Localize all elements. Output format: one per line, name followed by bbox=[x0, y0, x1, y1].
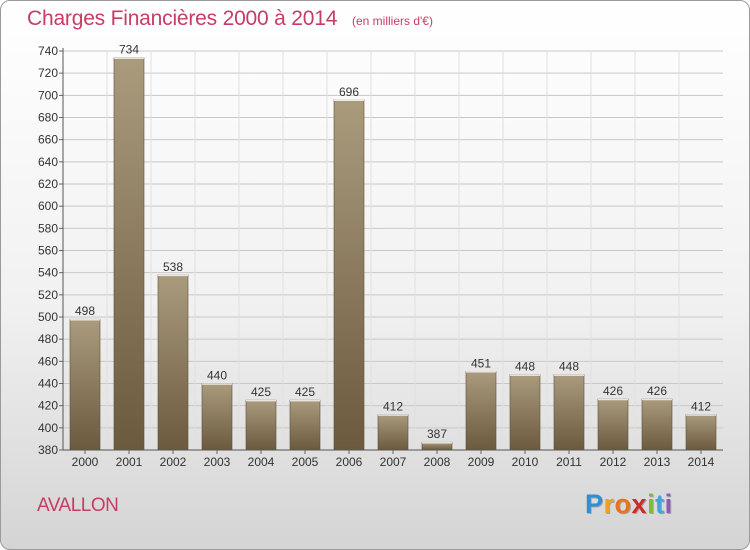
x-tick-label: 2008 bbox=[424, 455, 451, 469]
bar-value-label: 426 bbox=[647, 384, 667, 398]
logo-letter: o bbox=[614, 489, 632, 519]
y-tick-label: 400 bbox=[38, 421, 58, 435]
bar bbox=[245, 399, 277, 451]
bar bbox=[333, 99, 365, 451]
x-tick-label: 2014 bbox=[688, 455, 715, 469]
x-tick-label: 2004 bbox=[248, 455, 275, 469]
y-tick-label: 580 bbox=[38, 221, 58, 235]
y-tick-label: 500 bbox=[38, 310, 58, 324]
bar bbox=[157, 274, 189, 451]
logo-letter: P bbox=[585, 489, 604, 519]
logo-letter: i bbox=[664, 489, 673, 519]
bar bbox=[113, 57, 145, 451]
y-tick-label: 740 bbox=[38, 44, 58, 58]
y-tick-label: 660 bbox=[38, 133, 58, 147]
y-tick-label: 720 bbox=[38, 66, 58, 80]
logo-letter: t bbox=[655, 489, 665, 519]
bar bbox=[377, 414, 409, 451]
y-tick-label: 620 bbox=[38, 177, 58, 191]
y-tick-label: 380 bbox=[38, 443, 58, 457]
x-tick-label: 2010 bbox=[512, 455, 539, 469]
bar bbox=[69, 318, 101, 451]
logo-letter: r bbox=[603, 489, 615, 519]
x-tick-label: 2011 bbox=[556, 455, 582, 469]
x-tick-label: 2012 bbox=[600, 455, 627, 469]
logo-letter: x bbox=[631, 489, 648, 519]
y-tick-label: 680 bbox=[38, 111, 58, 125]
y-tick-label: 520 bbox=[38, 288, 58, 302]
bar bbox=[465, 371, 497, 451]
x-tick-label: 2006 bbox=[336, 455, 363, 469]
x-tick-label: 2000 bbox=[72, 455, 99, 469]
y-tick-label: 460 bbox=[38, 354, 58, 368]
y-tick-label: 480 bbox=[38, 332, 58, 346]
bar-value-label: 426 bbox=[603, 384, 623, 398]
bar-value-label: 412 bbox=[691, 400, 711, 414]
y-tick-label: 600 bbox=[38, 199, 58, 213]
chart-subtitle: (en milliers d'€) bbox=[352, 14, 433, 28]
axes: 380 400 420 440 460 480 500 520 540 560 580 600 620 6… bbox=[38, 44, 723, 469]
x-tick-label: 2001 bbox=[116, 455, 143, 469]
bar bbox=[641, 398, 673, 451]
bar bbox=[201, 383, 233, 451]
x-tick-label: 2002 bbox=[160, 455, 187, 469]
x-tick-label: 2013 bbox=[644, 455, 671, 469]
bar-value-label: 412 bbox=[383, 400, 403, 414]
chart-title: Charges Financières 2000 à 2014 bbox=[27, 7, 338, 30]
y-tick-label: 700 bbox=[38, 88, 58, 102]
bar-value-label: 538 bbox=[163, 260, 183, 274]
proxiti-logo[interactable]: Proxiti bbox=[585, 489, 673, 520]
bar bbox=[597, 398, 629, 451]
bar-value-label: 734 bbox=[119, 43, 139, 57]
bar-value-label: 440 bbox=[207, 369, 227, 383]
x-tick-label: 2009 bbox=[468, 455, 495, 469]
y-tick-label: 640 bbox=[38, 155, 58, 169]
y-tick-label: 420 bbox=[38, 399, 58, 413]
logo-letter: i bbox=[647, 489, 656, 519]
bar bbox=[509, 374, 541, 451]
bar-value-label: 498 bbox=[75, 304, 95, 318]
y-tick-label: 440 bbox=[38, 377, 58, 391]
bar-value-label: 425 bbox=[295, 385, 315, 399]
bar bbox=[685, 414, 717, 451]
x-tick-label: 2005 bbox=[292, 455, 319, 469]
place-name: AVALLON bbox=[37, 495, 119, 516]
x-tick-label: 2003 bbox=[204, 455, 231, 469]
bar-value-label: 448 bbox=[559, 360, 579, 374]
bars: 498 734 538 440 425 425 696 412 387 451 448 448 426 4… bbox=[69, 43, 717, 451]
bar bbox=[553, 374, 585, 451]
x-tick-label: 2007 bbox=[380, 455, 407, 469]
y-tick-label: 540 bbox=[38, 266, 58, 280]
bar-value-label: 451 bbox=[471, 356, 491, 370]
bar-value-label: 696 bbox=[339, 85, 359, 99]
bar-value-label: 387 bbox=[427, 427, 447, 441]
bar-value-label: 448 bbox=[515, 360, 535, 374]
bar bbox=[289, 399, 321, 451]
y-tick-label: 560 bbox=[38, 244, 58, 258]
bar-value-label: 425 bbox=[251, 385, 271, 399]
